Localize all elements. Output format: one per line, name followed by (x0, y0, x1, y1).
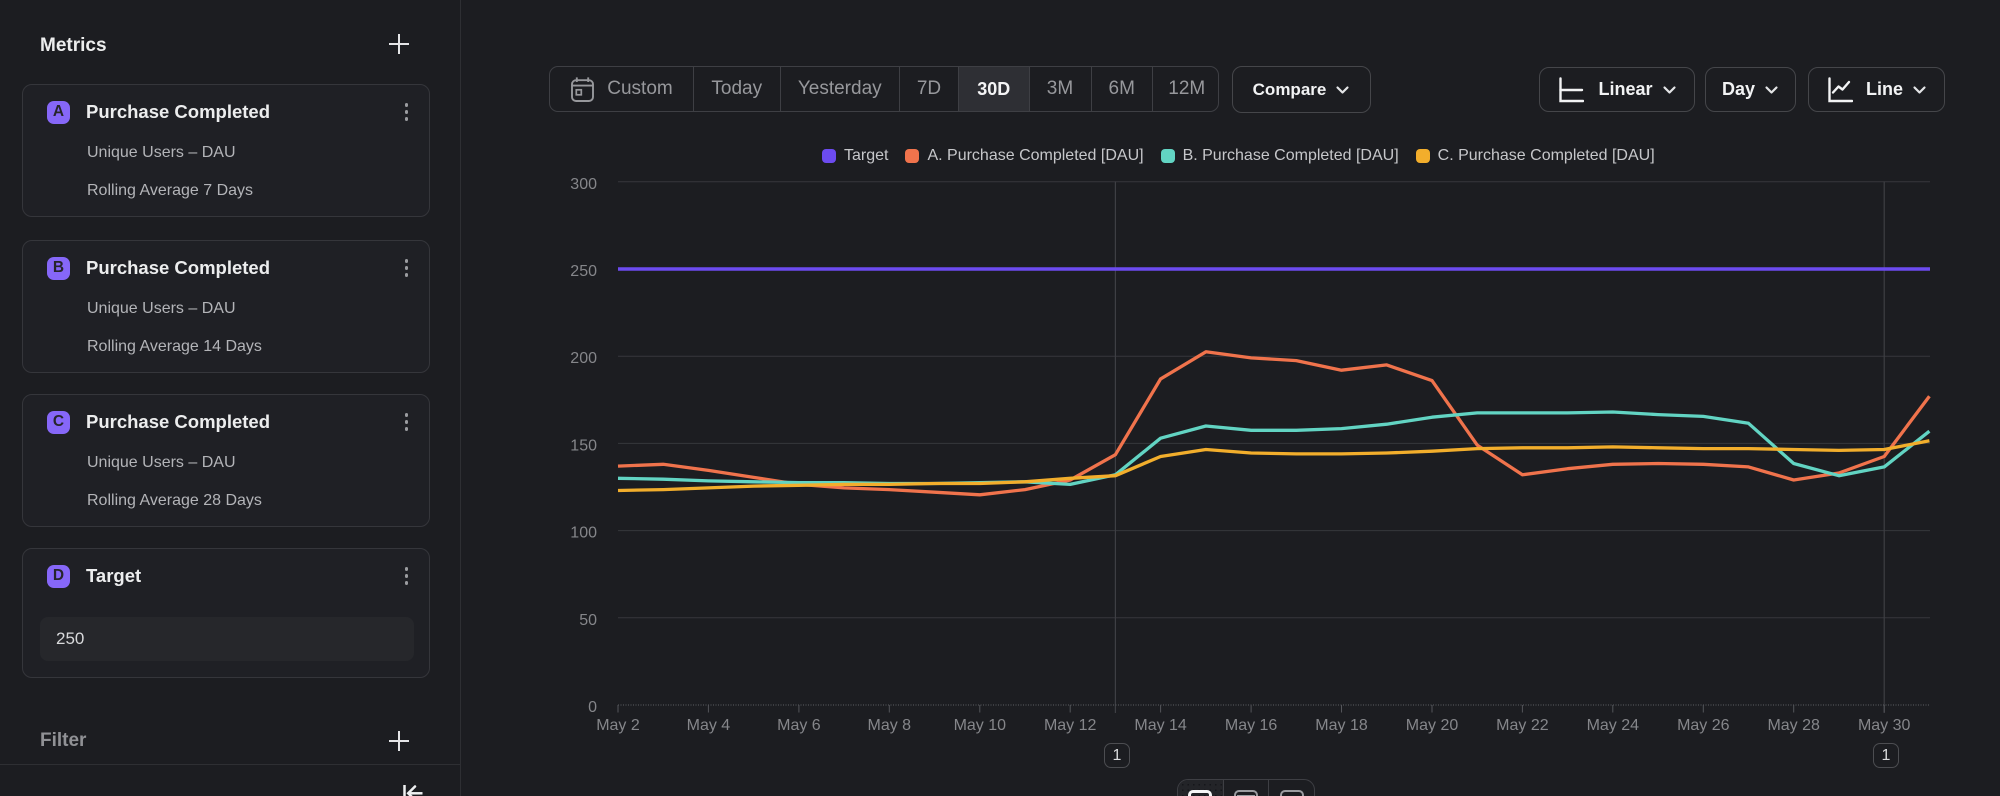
svg-text:May 4: May 4 (687, 717, 731, 734)
svg-text:May 24: May 24 (1587, 717, 1640, 734)
svg-text:May 28: May 28 (1767, 717, 1820, 734)
svg-text:300: 300 (570, 176, 597, 193)
svg-text:May 6: May 6 (777, 717, 821, 734)
svg-text:100: 100 (570, 525, 597, 542)
svg-text:May 20: May 20 (1406, 717, 1459, 734)
svg-text:May 14: May 14 (1134, 717, 1187, 734)
svg-text:May 22: May 22 (1496, 717, 1549, 734)
svg-text:50: 50 (579, 612, 597, 629)
svg-text:0: 0 (588, 699, 597, 716)
svg-text:May 18: May 18 (1315, 717, 1368, 734)
svg-text:May 2: May 2 (596, 717, 640, 734)
svg-text:150: 150 (570, 437, 597, 454)
svg-text:250: 250 (570, 263, 597, 280)
svg-text:200: 200 (570, 350, 597, 367)
svg-text:May 10: May 10 (954, 717, 1007, 734)
svg-text:May 16: May 16 (1225, 717, 1278, 734)
svg-text:May 8: May 8 (868, 717, 912, 734)
svg-text:May 12: May 12 (1044, 717, 1097, 734)
svg-text:May 30: May 30 (1858, 717, 1911, 734)
svg-text:May 26: May 26 (1677, 717, 1730, 734)
